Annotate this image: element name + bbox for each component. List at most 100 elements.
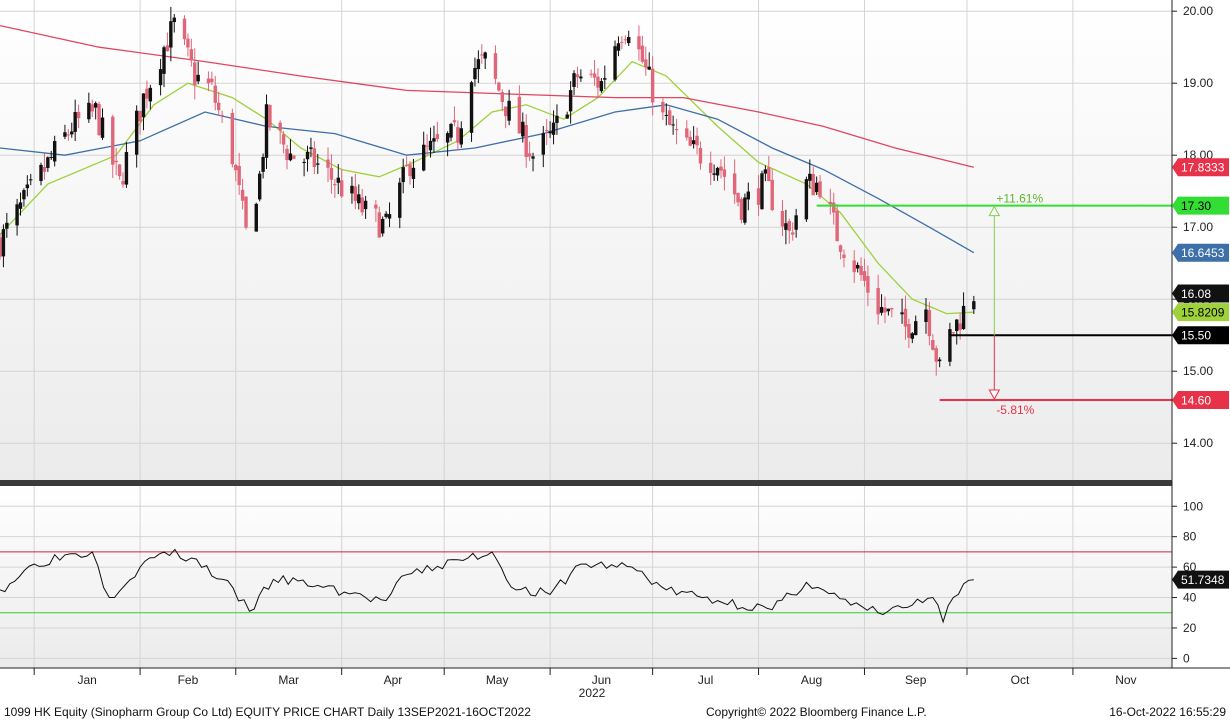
- candle-body: [162, 47, 166, 74]
- candle-body: [165, 45, 170, 52]
- candle-body: [504, 106, 508, 117]
- candle-body: [339, 180, 344, 197]
- candle-body: [52, 141, 57, 162]
- candle-body: [739, 198, 744, 220]
- candle-body: [927, 310, 932, 337]
- candle-body: [264, 104, 269, 158]
- candle-body: [46, 157, 50, 168]
- candle-body: [111, 116, 115, 165]
- candle-body: [493, 53, 498, 79]
- candle-body: [333, 183, 337, 186]
- candle-body: [961, 305, 966, 330]
- candle-body: [592, 73, 597, 78]
- candle-body: [459, 128, 463, 145]
- candle-body: [22, 190, 26, 200]
- candle-body: [876, 288, 880, 315]
- candle-body: [100, 117, 105, 138]
- candle-body: [124, 152, 129, 185]
- candle-body: [121, 181, 125, 185]
- month-tick-label: Nov: [1115, 673, 1136, 687]
- candle-body: [90, 104, 94, 112]
- candle-body: [507, 100, 511, 121]
- candle-body: [384, 213, 388, 217]
- footer-timestamp: 16-Oct-2022 16:55:29: [1109, 705, 1226, 719]
- candle-body: [117, 164, 122, 177]
- candle-body: [497, 82, 501, 91]
- candle-body: [784, 223, 788, 230]
- candle-body: [517, 96, 522, 134]
- month-tick-label: Feb: [178, 673, 199, 687]
- candle-body: [859, 265, 863, 275]
- candle-body: [866, 276, 870, 293]
- candle-body: [644, 59, 648, 68]
- candle-body: [261, 157, 265, 172]
- candle-body: [842, 254, 846, 258]
- rsi-last-value-tag-bg: [1172, 570, 1229, 589]
- candle-body: [903, 308, 908, 327]
- candle-body: [408, 164, 412, 177]
- candle-body: [336, 177, 340, 183]
- candle-body: [169, 21, 173, 48]
- price-tag: 15.8209: [1181, 306, 1225, 320]
- candle-body: [589, 73, 593, 75]
- candle-body: [623, 39, 627, 41]
- month-tick-label: Jan: [77, 673, 96, 687]
- candle-body: [545, 130, 549, 132]
- rsi-line: [0, 548, 974, 624]
- candle-body: [691, 140, 696, 145]
- candle-body: [220, 114, 224, 116]
- candle-body: [780, 211, 785, 227]
- candle-body: [931, 339, 935, 350]
- candle-body: [213, 85, 217, 103]
- candle-body: [254, 203, 258, 232]
- upside-arrowhead: [988, 205, 1001, 217]
- candle-body: [958, 323, 962, 330]
- price-tick-label: 15.00: [1183, 364, 1213, 378]
- candle-body: [374, 204, 378, 209]
- candle-body: [521, 121, 525, 137]
- candle-body: [709, 162, 713, 173]
- rsi-tick-label: 20: [1183, 621, 1197, 635]
- candle-body: [886, 308, 891, 312]
- candle-body: [432, 138, 436, 142]
- candle-body: [114, 160, 118, 163]
- price-tag-bg: [1172, 158, 1229, 177]
- footer-copyright: Copyright© 2022 Bloomberg Finance L.P.: [706, 705, 927, 719]
- candle-body: [435, 134, 440, 140]
- candle-body: [0, 237, 2, 257]
- candle-body: [483, 52, 487, 59]
- candle-body: [206, 78, 211, 84]
- candle-body: [685, 128, 689, 138]
- ma-long-line: [0, 24, 974, 168]
- candle-body: [862, 271, 867, 281]
- price-tag-bg: [1172, 391, 1229, 409]
- candle-body: [914, 321, 918, 336]
- candle-body: [281, 134, 286, 145]
- price-tag-bg: [1172, 303, 1229, 322]
- candle-body: [664, 114, 668, 116]
- candle-body: [955, 319, 959, 331]
- candle-body: [640, 45, 645, 62]
- candle-body: [380, 218, 385, 234]
- candle-body: [835, 210, 839, 242]
- candle-body: [18, 202, 23, 209]
- candle-body: [548, 131, 552, 134]
- panel-divider[interactable]: [0, 480, 1172, 486]
- rsi-tick-label: 80: [1183, 530, 1197, 544]
- candle-body: [804, 179, 809, 220]
- candle-body: [579, 76, 583, 79]
- candle-body: [42, 167, 47, 172]
- price-tag: 17.8333: [1181, 161, 1225, 175]
- candle-body: [736, 193, 740, 203]
- candle-body: [350, 185, 354, 194]
- candle-body: [278, 122, 282, 131]
- candle-body: [237, 165, 241, 186]
- candle-body: [937, 359, 942, 362]
- candle-body: [661, 101, 665, 113]
- candle-body: [87, 102, 91, 120]
- candle-body: [210, 78, 214, 83]
- candle-body: [951, 332, 956, 334]
- candle-body: [312, 148, 317, 167]
- candle-body: [763, 169, 768, 174]
- candle-body: [387, 214, 392, 219]
